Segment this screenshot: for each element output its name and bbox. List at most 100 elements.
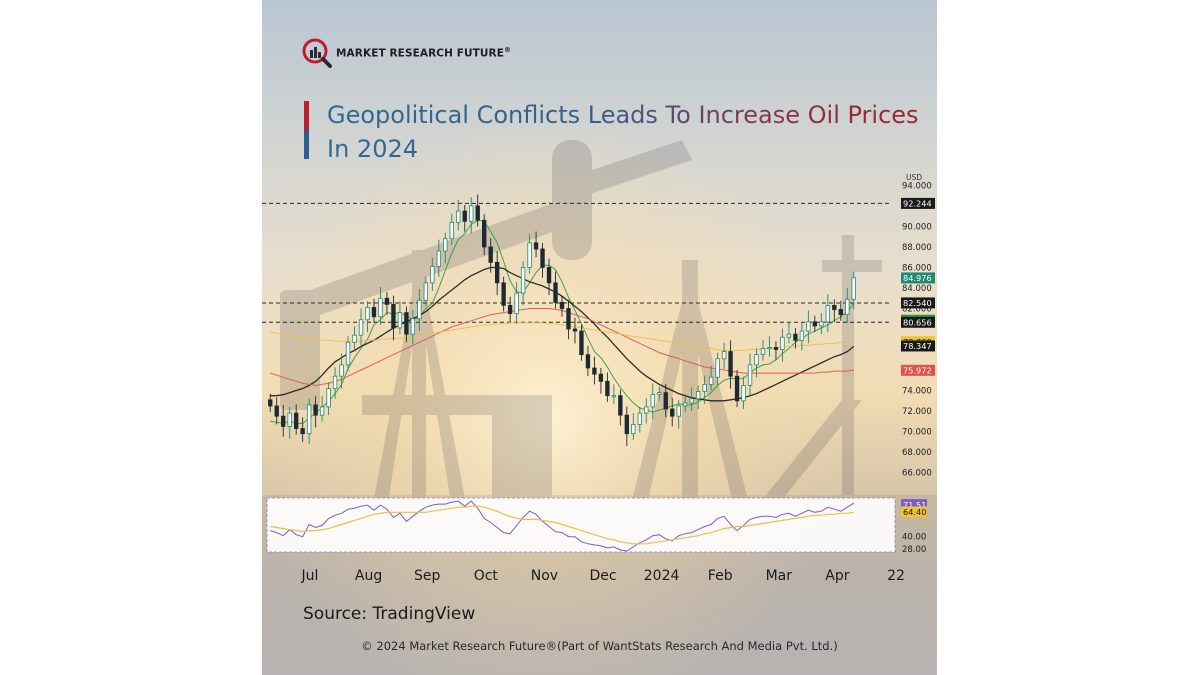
ma-line-red <box>270 308 854 386</box>
rsi-tag-label: 64.40 <box>903 507 926 517</box>
x-tick-label: 22 <box>887 568 905 584</box>
candle <box>352 326 357 351</box>
candle <box>546 258 552 296</box>
candle <box>611 384 617 404</box>
candle <box>702 375 707 404</box>
candle <box>605 372 610 402</box>
candle <box>728 340 733 389</box>
candle <box>832 299 837 322</box>
rsi-tag: 71.51 <box>901 499 927 511</box>
candle <box>306 398 312 444</box>
y-tick-label: 84.000 <box>902 284 932 294</box>
candle <box>572 317 578 344</box>
candle <box>624 406 630 446</box>
candle <box>799 322 805 351</box>
price-tag-label: 82.540 <box>903 298 932 308</box>
x-tick-label: Dec <box>589 568 616 584</box>
candle <box>469 197 474 234</box>
candle <box>514 281 519 324</box>
candle <box>767 336 772 357</box>
candle <box>430 257 435 292</box>
candle <box>786 322 792 344</box>
candle <box>715 352 720 386</box>
price-tag-label: 78.347 <box>903 341 932 351</box>
candle <box>838 300 843 321</box>
candle <box>637 406 642 433</box>
x-tick-label: 2024 <box>644 568 680 584</box>
price-tag: 75.972 <box>901 364 935 376</box>
candle <box>845 287 850 323</box>
candle <box>365 301 370 333</box>
title-accent-bar <box>304 101 309 159</box>
candle <box>689 387 694 412</box>
x-tick-label: Apr <box>825 568 849 584</box>
candle <box>319 395 325 422</box>
candle <box>339 353 344 389</box>
copyright-notice: © 2024 Market Research Future®(Part of W… <box>361 639 838 653</box>
brand-logo: MARKET RESEARCH FUTURE® <box>302 36 511 70</box>
candle <box>384 292 390 315</box>
rsi-tag: 64.40 <box>901 506 927 518</box>
y-tick-label: 88.000 <box>902 243 932 253</box>
candle <box>644 398 649 424</box>
candle <box>754 348 759 378</box>
price-tag: 80.656 <box>901 316 935 328</box>
candle <box>773 341 779 360</box>
candle <box>670 397 675 427</box>
candle <box>482 214 487 256</box>
headline: Geopolitical Conflicts Leads To Increase… <box>327 98 927 166</box>
price-tag-label: 92.244 <box>903 199 932 209</box>
ma-line-black <box>270 266 855 402</box>
candle <box>397 301 403 335</box>
candle <box>326 382 331 416</box>
source-label: Source: TradingView <box>303 604 476 624</box>
candle <box>520 261 526 306</box>
y-tick-label: 82.000 <box>902 304 932 314</box>
candle <box>559 296 565 317</box>
x-tick-label: Feb <box>708 568 733 584</box>
price-tag-label: 84.976 <box>903 273 932 283</box>
y-tick-label: 66.000 <box>902 469 932 479</box>
candle <box>533 231 539 258</box>
candle <box>676 399 681 429</box>
y-tick-label: 94.000 <box>902 181 932 191</box>
candle <box>747 353 753 396</box>
price-tags: 92.24484.97682.54080.86080.65678.76078.3… <box>901 197 935 376</box>
time-axis: Jul Aug Sep Oct Nov Dec 2024 Feb Mar Apr 22 <box>301 568 905 584</box>
reference-lines <box>262 202 890 323</box>
rsi-tick-label: 28.00 <box>902 545 926 555</box>
candle <box>436 239 441 277</box>
rsi-box <box>266 497 896 553</box>
candle <box>741 376 746 410</box>
candle <box>449 213 454 245</box>
candle <box>456 199 461 231</box>
y-tick-label: 90.000 <box>902 222 932 232</box>
candle <box>540 242 545 278</box>
candle <box>695 385 701 410</box>
candle <box>566 299 571 340</box>
candle <box>443 232 448 264</box>
candle <box>281 404 286 437</box>
candle <box>332 367 338 399</box>
candle <box>618 389 623 426</box>
candle <box>371 298 377 323</box>
candle <box>812 315 818 333</box>
rsi-line <box>270 500 855 552</box>
candle <box>760 339 766 361</box>
candle <box>819 313 824 335</box>
candle <box>579 324 584 361</box>
infographic-card: MARKET RESEARCH FUTURE® Geopolitical Con… <box>262 0 937 675</box>
price-tag: 92.244 <box>901 197 935 209</box>
candle <box>501 276 506 312</box>
candle <box>410 310 416 345</box>
candle <box>598 367 604 394</box>
candle <box>378 286 383 325</box>
y-tick-label: 86.000 <box>902 263 932 273</box>
ma-line-yellow <box>270 322 854 351</box>
candle <box>488 238 493 273</box>
price-tag-label: 80.656 <box>903 317 932 327</box>
candle <box>683 394 688 413</box>
x-tick-label: Aug <box>355 568 382 584</box>
